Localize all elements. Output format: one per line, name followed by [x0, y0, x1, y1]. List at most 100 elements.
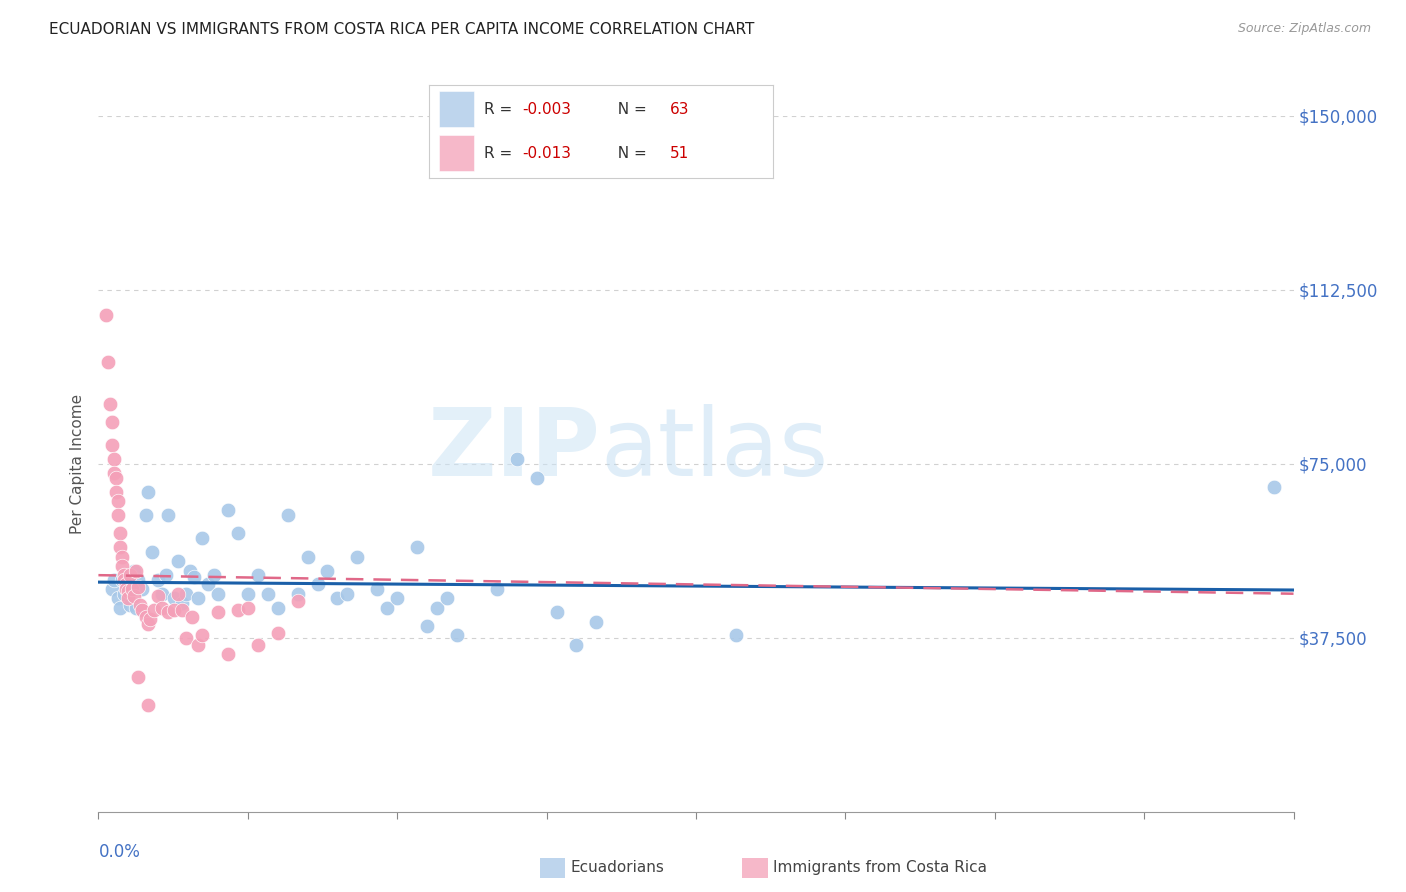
Point	[375, 600, 398, 615]
Point	[236, 587, 259, 601]
Point	[172, 603, 194, 617]
Point	[112, 568, 135, 582]
Point	[246, 568, 269, 582]
Point	[101, 438, 124, 452]
Point	[207, 605, 229, 619]
Point	[506, 452, 529, 467]
Point	[207, 587, 229, 601]
Point	[131, 582, 153, 596]
Point	[110, 600, 132, 615]
Point	[446, 628, 468, 642]
Point	[121, 582, 143, 596]
Point	[724, 628, 747, 642]
Point	[117, 584, 139, 599]
Point	[135, 610, 157, 624]
Point	[112, 587, 135, 601]
Point	[111, 573, 134, 587]
Point	[97, 355, 120, 369]
Point	[127, 670, 149, 684]
Point	[107, 494, 129, 508]
Text: R =: R =	[484, 102, 517, 117]
Point	[127, 573, 149, 587]
Point	[105, 471, 128, 485]
Point	[226, 603, 249, 617]
Point	[217, 647, 239, 661]
Point	[100, 396, 122, 410]
Point	[148, 589, 170, 603]
Point	[105, 484, 128, 499]
Point	[103, 466, 125, 480]
Point	[565, 638, 588, 652]
Point	[127, 580, 149, 594]
Point	[117, 568, 139, 582]
Point	[136, 616, 159, 631]
Point	[112, 573, 135, 587]
Point	[129, 599, 152, 613]
Point	[174, 587, 197, 601]
Point	[107, 508, 129, 522]
Text: Ecuadorians: Ecuadorians	[571, 860, 665, 874]
Point	[117, 591, 139, 606]
Point	[150, 600, 173, 615]
Point	[585, 615, 607, 629]
Point	[277, 508, 299, 522]
Point	[101, 582, 124, 596]
Text: N =: N =	[607, 145, 651, 161]
Point	[172, 596, 194, 610]
Point	[202, 568, 225, 582]
Point	[115, 577, 138, 591]
Point	[141, 545, 163, 559]
Point	[124, 589, 146, 603]
Point	[121, 582, 143, 596]
Text: 0.0%: 0.0%	[98, 843, 141, 861]
Point	[135, 508, 157, 522]
Point	[191, 628, 214, 642]
Point	[107, 591, 129, 606]
Point	[191, 531, 214, 545]
Text: 63: 63	[671, 102, 689, 117]
Point	[267, 600, 290, 615]
Point	[179, 564, 201, 578]
Text: atlas: atlas	[600, 404, 828, 496]
Point	[197, 577, 219, 591]
Point	[485, 582, 508, 596]
Point	[131, 603, 153, 617]
Point	[326, 591, 349, 606]
Point	[174, 631, 197, 645]
Text: R =: R =	[484, 145, 517, 161]
Point	[157, 508, 180, 522]
Point	[163, 603, 186, 617]
Text: ECUADORIAN VS IMMIGRANTS FROM COSTA RICA PER CAPITA INCOME CORRELATION CHART: ECUADORIAN VS IMMIGRANTS FROM COSTA RICA…	[49, 22, 755, 37]
Point	[546, 605, 568, 619]
Point	[287, 587, 309, 601]
Point	[226, 526, 249, 541]
Point	[115, 582, 138, 596]
Point	[297, 549, 319, 564]
Point	[143, 603, 166, 617]
Point	[124, 564, 146, 578]
Point	[120, 599, 142, 613]
Point	[416, 619, 439, 633]
Bar	[439, 136, 474, 171]
Point	[110, 541, 132, 555]
Text: 51: 51	[671, 145, 689, 161]
Point	[236, 600, 259, 615]
Point	[111, 549, 134, 564]
Point	[406, 541, 429, 555]
Point	[307, 577, 329, 591]
Point	[187, 638, 209, 652]
Point	[136, 484, 159, 499]
Point	[246, 638, 269, 652]
Point	[1263, 480, 1285, 494]
Point	[125, 564, 148, 578]
Point	[526, 471, 548, 485]
Point	[436, 591, 458, 606]
Point	[183, 570, 205, 584]
Point	[120, 568, 142, 582]
Point	[385, 591, 409, 606]
Point	[167, 554, 190, 568]
Point	[426, 600, 449, 615]
Point	[139, 612, 162, 626]
Point	[136, 698, 159, 712]
Text: ZIP: ZIP	[427, 404, 600, 496]
